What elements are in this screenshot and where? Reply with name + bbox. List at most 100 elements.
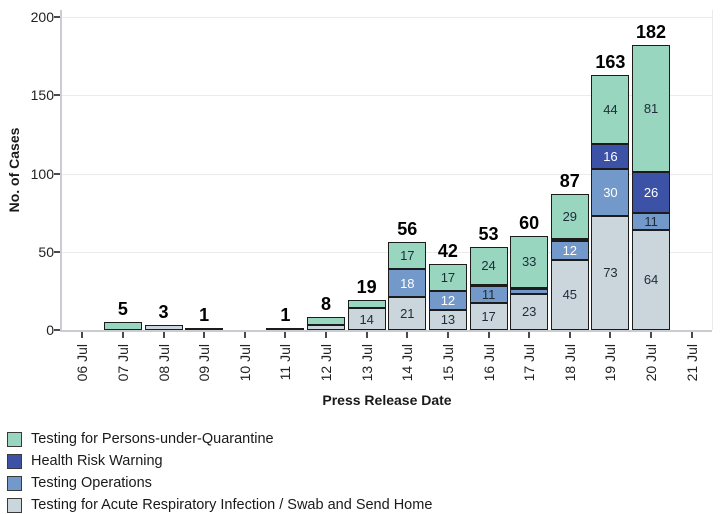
bar-segment[interactable] [469,284,508,287]
x-tick-mark [325,332,328,338]
y-tick-mark [54,16,60,18]
bar-segment[interactable] [266,328,305,331]
x-tick-label: 09 Jul [196,344,213,382]
bar-segment[interactable]: 81 [632,45,671,172]
bar-segment[interactable]: 29 [550,193,589,240]
bar-total-label: 1 [280,305,291,326]
x-tick-label: 10 Jul [236,344,253,382]
bar-total-label: 56 [397,219,418,240]
legend-swatch [7,475,22,491]
y-tick-label: 0 [46,322,54,338]
legend-item-2[interactable]: Testing Operations [7,472,432,494]
bar-segment[interactable] [307,325,346,330]
x-tick-label: 11 Jul [277,344,294,381]
legend-label: Testing for Persons-under-Quarantine [31,431,274,447]
y-tick-label: 200 [30,9,54,25]
x-tick-mark [487,332,490,338]
x-tick-label: 07 Jul [114,344,131,382]
bar-segment[interactable]: 24 [469,247,508,285]
x-tick-mark [81,332,84,338]
bar-total-label: 60 [519,213,540,234]
legend-swatch [7,453,22,469]
bar-segment[interactable]: 12 [428,290,467,310]
bar-segment[interactable]: 17 [428,264,467,291]
legend-item-1[interactable]: Health Risk Warning [7,450,432,472]
y-tick-mark [54,94,60,97]
x-tick-mark [650,332,653,338]
x-tick-label: 16 Jul [480,344,497,382]
y-axis-line [60,10,62,332]
bar-segment[interactable]: 45 [550,259,589,330]
bar-segment[interactable]: 13 [428,309,467,330]
x-tick-mark [365,332,368,338]
x-tick-mark [690,332,693,338]
bar-segment[interactable]: 44 [591,74,630,144]
bar-segment[interactable]: 17 [388,242,427,269]
bar-segment[interactable]: 16 [591,143,630,169]
y-tick-label: 50 [38,243,54,260]
gridline [62,173,712,175]
bar-segment[interactable]: 11 [632,212,671,230]
bar-segment[interactable]: 30 [591,168,630,216]
x-tick-mark [121,332,124,338]
bar-segment[interactable]: 64 [632,229,671,330]
x-tick-label: 06 Jul [74,344,91,382]
x-tick-mark [609,332,612,338]
x-tick-label: 08 Jul [155,344,172,382]
bar-segment[interactable]: 14 [347,308,386,330]
bar-segment[interactable] [510,289,549,294]
y-tick-label: 150 [30,87,54,104]
bar-segment[interactable]: 12 [550,240,589,260]
bar-total-label: 8 [321,294,332,315]
bar-segment[interactable]: 18 [388,268,427,298]
bar-total-label: 87 [559,170,580,191]
x-tick-label: 15 Jul [439,344,456,382]
x-tick-mark [162,332,165,338]
bar-total-label: 42 [437,241,458,262]
bar-total-label: 3 [158,302,169,323]
x-tick-label: 14 Jul [399,344,416,382]
x-tick-label: 12 Jul [318,344,335,382]
bar-total-label: 19 [356,277,377,298]
bar-segment[interactable]: 26 [632,171,671,213]
bar-total-label: 163 [595,51,626,72]
gridline [62,95,712,97]
legend-label: Health Risk Warning [31,453,163,469]
bar-segment[interactable]: 17 [469,303,508,330]
bar-segment[interactable] [307,317,346,326]
legend-item-0[interactable]: Testing for Persons-under-Quarantine [7,428,432,450]
bar-segment[interactable]: 73 [591,215,630,330]
x-tick-mark [446,332,449,338]
gridline [62,251,712,253]
bar-segment[interactable] [347,300,386,309]
bar-segment[interactable]: 23 [510,294,549,330]
plot-right-border [712,10,713,330]
bar-segment[interactable] [550,239,589,242]
x-tick-mark [243,332,246,338]
bar-segment[interactable]: 11 [469,286,508,304]
x-tick-label: 17 Jul [521,344,538,382]
legend-label: Testing Operations [31,475,152,491]
bar-segment[interactable] [144,325,183,330]
legend-swatch [7,431,22,447]
x-axis-title: Press Release Date [322,392,452,408]
bar-segment[interactable] [185,328,224,331]
bar-segment[interactable] [103,322,142,330]
x-tick-label: 19 Jul [602,344,619,382]
y-tick-mark [54,329,60,331]
y-tick-mark [54,250,60,253]
bar-segment[interactable]: 21 [388,297,427,330]
x-tick-label: 21 Jul [683,344,700,382]
bar-segment[interactable]: 33 [510,236,549,288]
x-tick-mark [406,332,409,338]
x-tick-label: 13 Jul [358,344,375,382]
x-tick-label: 18 Jul [561,344,578,382]
bar-total-label: 1 [199,305,210,326]
legend-item-3[interactable]: Testing for Acute Respiratory Infection … [7,494,432,514]
x-tick-mark [203,332,206,338]
legend-swatch [7,497,22,513]
bar-segment[interactable] [510,287,549,290]
bar-total-label: 182 [636,22,667,43]
x-tick-mark [284,332,287,338]
